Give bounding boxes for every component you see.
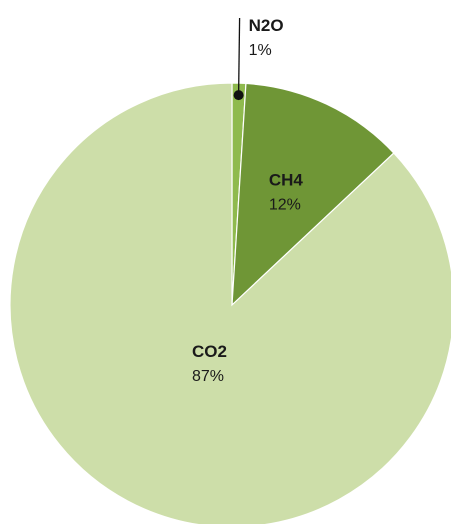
pie-slices: [9, 82, 451, 524]
callout-dot-n2o: [233, 90, 244, 101]
slice-value-ch4: 12%: [269, 196, 301, 213]
slice-value-n2o: 1%: [249, 42, 272, 59]
callout-line-n2o: [237, 17, 241, 96]
slice-label-n2o: N2O: [249, 16, 284, 35]
slice-label-co2: CO2: [192, 342, 227, 361]
pie-labels: N2O 1% CH4 12% CO2 87%: [192, 16, 303, 385]
pie-slice-ch4: [231, 82, 395, 307]
slice-label-ch4: CH4: [269, 170, 304, 189]
slice-value-co2: 87%: [192, 368, 224, 385]
pie-slice-co2: [9, 82, 451, 524]
